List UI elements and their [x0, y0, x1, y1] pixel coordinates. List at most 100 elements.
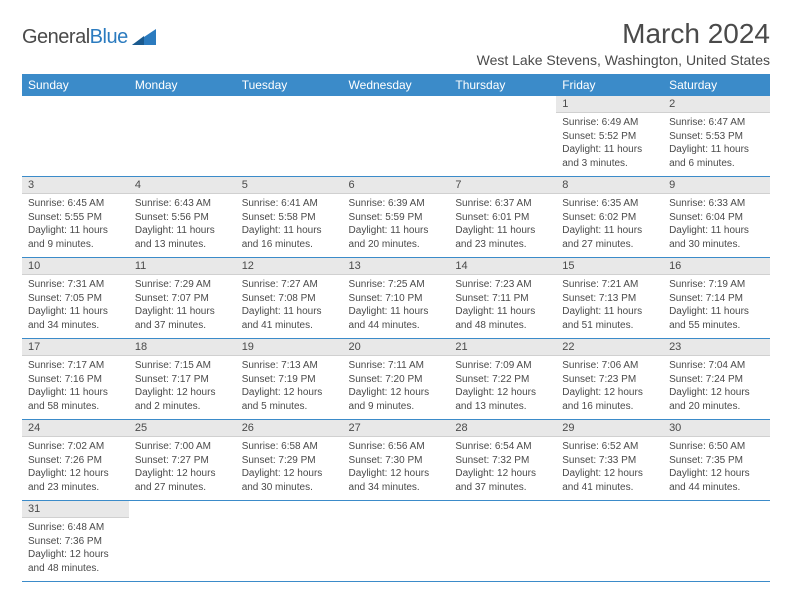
- calendar-row: 17Sunrise: 7:17 AMSunset: 7:16 PMDayligh…: [22, 339, 770, 420]
- sunset-line: Sunset: 7:14 PM: [669, 292, 764, 306]
- sunset-line: Sunset: 7:30 PM: [349, 454, 444, 468]
- daylight-line: Daylight: 11 hours and 34 minutes.: [28, 305, 123, 332]
- day-details: [556, 505, 663, 557]
- sunrise-line: Sunrise: 6:52 AM: [562, 440, 657, 454]
- sunrise-line: Sunrise: 6:56 AM: [349, 440, 444, 454]
- sunrise-line: Sunrise: 7:06 AM: [562, 359, 657, 373]
- day-details: [22, 100, 129, 152]
- sunrise-line: Sunrise: 6:54 AM: [455, 440, 550, 454]
- sunset-line: Sunset: 7:19 PM: [242, 373, 337, 387]
- day-number: 27: [343, 420, 450, 437]
- calendar-cell: 17Sunrise: 7:17 AMSunset: 7:16 PMDayligh…: [22, 339, 129, 420]
- daylight-line: Daylight: 11 hours and 27 minutes.: [562, 224, 657, 251]
- sunset-line: Sunset: 6:01 PM: [455, 211, 550, 225]
- header-row: GeneralBlue March 2024 West Lake Stevens…: [22, 18, 770, 72]
- calendar-cell: 10Sunrise: 7:31 AMSunset: 7:05 PMDayligh…: [22, 258, 129, 339]
- calendar-cell: 3Sunrise: 6:45 AMSunset: 5:55 PMDaylight…: [22, 177, 129, 258]
- calendar-cell-empty: [663, 501, 770, 582]
- sunrise-line: Sunrise: 7:09 AM: [455, 359, 550, 373]
- calendar-cell-empty: [129, 501, 236, 582]
- sunset-line: Sunset: 7:23 PM: [562, 373, 657, 387]
- sunrise-line: Sunrise: 6:58 AM: [242, 440, 337, 454]
- calendar-cell: 19Sunrise: 7:13 AMSunset: 7:19 PMDayligh…: [236, 339, 343, 420]
- daylight-line: Daylight: 11 hours and 58 minutes.: [28, 386, 123, 413]
- daylight-line: Daylight: 12 hours and 23 minutes.: [28, 467, 123, 494]
- day-details: Sunrise: 6:48 AMSunset: 7:36 PMDaylight:…: [22, 518, 129, 581]
- day-details: Sunrise: 7:09 AMSunset: 7:22 PMDaylight:…: [449, 356, 556, 419]
- weekday-header: Sunday: [22, 74, 129, 96]
- calendar-cell: 25Sunrise: 7:00 AMSunset: 7:27 PMDayligh…: [129, 420, 236, 501]
- calendar-cell-empty: [449, 96, 556, 177]
- calendar-cell: 15Sunrise: 7:21 AMSunset: 7:13 PMDayligh…: [556, 258, 663, 339]
- daylight-line: Daylight: 11 hours and 48 minutes.: [455, 305, 550, 332]
- calendar-cell: 30Sunrise: 6:50 AMSunset: 7:35 PMDayligh…: [663, 420, 770, 501]
- day-number: 1: [556, 96, 663, 113]
- calendar-cell: 9Sunrise: 6:33 AMSunset: 6:04 PMDaylight…: [663, 177, 770, 258]
- sunset-line: Sunset: 7:26 PM: [28, 454, 123, 468]
- sunrise-line: Sunrise: 6:48 AM: [28, 521, 123, 535]
- calendar-cell: 26Sunrise: 6:58 AMSunset: 7:29 PMDayligh…: [236, 420, 343, 501]
- day-number: 29: [556, 420, 663, 437]
- calendar-cell: 23Sunrise: 7:04 AMSunset: 7:24 PMDayligh…: [663, 339, 770, 420]
- day-number: 31: [22, 501, 129, 518]
- sunset-line: Sunset: 5:55 PM: [28, 211, 123, 225]
- sunset-line: Sunset: 7:13 PM: [562, 292, 657, 306]
- weekday-header: Saturday: [663, 74, 770, 96]
- day-details: Sunrise: 6:45 AMSunset: 5:55 PMDaylight:…: [22, 194, 129, 257]
- daylight-line: Daylight: 12 hours and 34 minutes.: [349, 467, 444, 494]
- day-details: Sunrise: 7:31 AMSunset: 7:05 PMDaylight:…: [22, 275, 129, 338]
- weekday-row: SundayMondayTuesdayWednesdayThursdayFrid…: [22, 74, 770, 96]
- daylight-line: Daylight: 11 hours and 30 minutes.: [669, 224, 764, 251]
- day-details: Sunrise: 6:47 AMSunset: 5:53 PMDaylight:…: [663, 113, 770, 176]
- calendar-cell: 16Sunrise: 7:19 AMSunset: 7:14 PMDayligh…: [663, 258, 770, 339]
- sunset-line: Sunset: 7:11 PM: [455, 292, 550, 306]
- brand-part2: Blue: [90, 26, 128, 48]
- sunset-line: Sunset: 7:32 PM: [455, 454, 550, 468]
- day-number: 5: [236, 177, 343, 194]
- sunrise-line: Sunrise: 7:19 AM: [669, 278, 764, 292]
- sunset-line: Sunset: 5:59 PM: [349, 211, 444, 225]
- calendar-cell-empty: [343, 501, 450, 582]
- day-details: [343, 505, 450, 557]
- daylight-line: Daylight: 11 hours and 20 minutes.: [349, 224, 444, 251]
- sunset-line: Sunset: 7:24 PM: [669, 373, 764, 387]
- day-details: Sunrise: 6:58 AMSunset: 7:29 PMDaylight:…: [236, 437, 343, 500]
- sunrise-line: Sunrise: 7:04 AM: [669, 359, 764, 373]
- sunset-line: Sunset: 7:33 PM: [562, 454, 657, 468]
- day-details: Sunrise: 7:19 AMSunset: 7:14 PMDaylight:…: [663, 275, 770, 338]
- day-details: [343, 100, 450, 152]
- daylight-line: Daylight: 11 hours and 51 minutes.: [562, 305, 657, 332]
- daylight-line: Daylight: 12 hours and 9 minutes.: [349, 386, 444, 413]
- sunrise-line: Sunrise: 6:39 AM: [349, 197, 444, 211]
- calendar-cell: 8Sunrise: 6:35 AMSunset: 6:02 PMDaylight…: [556, 177, 663, 258]
- month-title: March 2024: [477, 18, 770, 50]
- sunset-line: Sunset: 7:20 PM: [349, 373, 444, 387]
- sunset-line: Sunset: 7:08 PM: [242, 292, 337, 306]
- day-details: Sunrise: 7:11 AMSunset: 7:20 PMDaylight:…: [343, 356, 450, 419]
- daylight-line: Daylight: 12 hours and 44 minutes.: [669, 467, 764, 494]
- weekday-header: Wednesday: [343, 74, 450, 96]
- day-number: 4: [129, 177, 236, 194]
- calendar-row: 3Sunrise: 6:45 AMSunset: 5:55 PMDaylight…: [22, 177, 770, 258]
- day-details: Sunrise: 6:41 AMSunset: 5:58 PMDaylight:…: [236, 194, 343, 257]
- day-details: Sunrise: 7:13 AMSunset: 7:19 PMDaylight:…: [236, 356, 343, 419]
- title-block: March 2024 West Lake Stevens, Washington…: [477, 18, 770, 72]
- day-details: Sunrise: 6:56 AMSunset: 7:30 PMDaylight:…: [343, 437, 450, 500]
- calendar-cell: 24Sunrise: 7:02 AMSunset: 7:26 PMDayligh…: [22, 420, 129, 501]
- calendar-cell: 29Sunrise: 6:52 AMSunset: 7:33 PMDayligh…: [556, 420, 663, 501]
- sunset-line: Sunset: 7:29 PM: [242, 454, 337, 468]
- calendar-table: SundayMondayTuesdayWednesdayThursdayFrid…: [22, 74, 770, 582]
- sunset-line: Sunset: 5:56 PM: [135, 211, 230, 225]
- daylight-line: Daylight: 11 hours and 9 minutes.: [28, 224, 123, 251]
- day-details: [663, 505, 770, 557]
- sunset-line: Sunset: 7:27 PM: [135, 454, 230, 468]
- day-number: 18: [129, 339, 236, 356]
- day-details: [449, 505, 556, 557]
- calendar-cell: 1Sunrise: 6:49 AMSunset: 5:52 PMDaylight…: [556, 96, 663, 177]
- calendar-cell: 2Sunrise: 6:47 AMSunset: 5:53 PMDaylight…: [663, 96, 770, 177]
- calendar-cell: 7Sunrise: 6:37 AMSunset: 6:01 PMDaylight…: [449, 177, 556, 258]
- daylight-line: Daylight: 12 hours and 48 minutes.: [28, 548, 123, 575]
- day-details: Sunrise: 6:43 AMSunset: 5:56 PMDaylight:…: [129, 194, 236, 257]
- day-details: Sunrise: 7:02 AMSunset: 7:26 PMDaylight:…: [22, 437, 129, 500]
- daylight-line: Daylight: 11 hours and 44 minutes.: [349, 305, 444, 332]
